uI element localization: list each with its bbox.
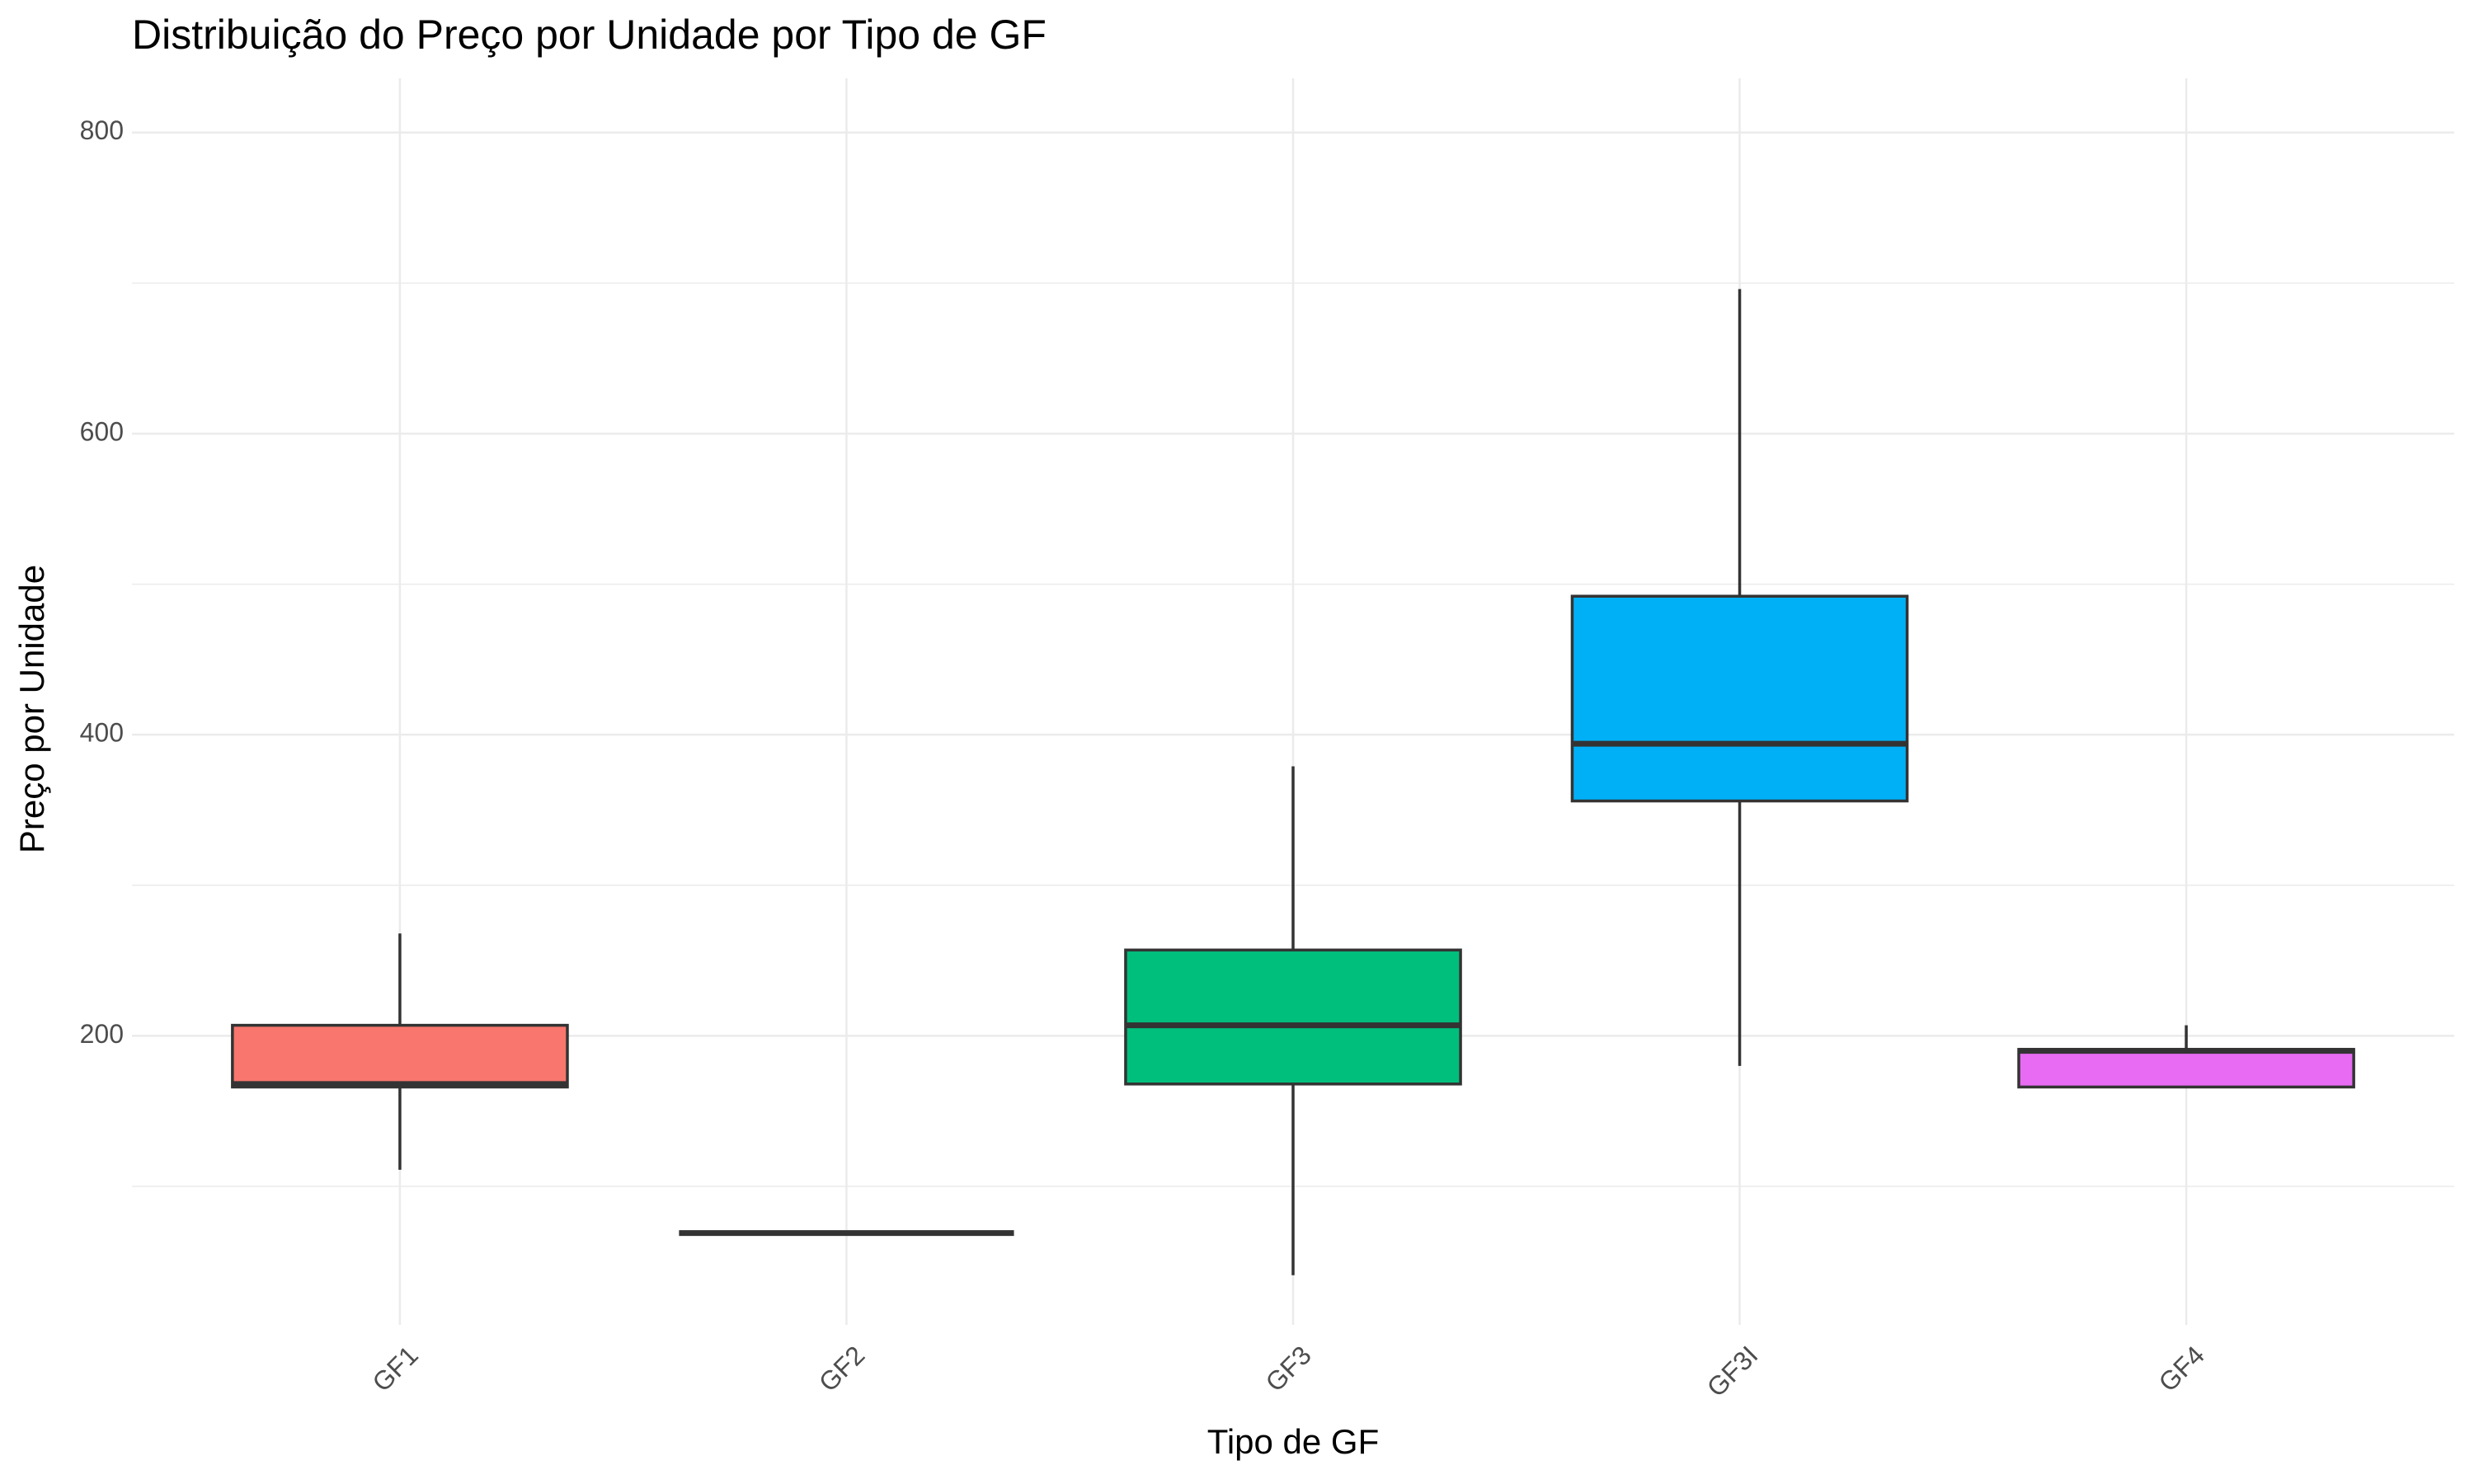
y-axis-title: Preço por Unidade xyxy=(12,565,51,853)
x-tick-label: GF4 xyxy=(2153,1340,2210,1397)
y-tick-label: 400 xyxy=(80,718,124,748)
box xyxy=(1570,594,1909,803)
box xyxy=(1124,948,1462,1086)
y-tick-label: 200 xyxy=(80,1019,124,1049)
x-axis-title: Tipo de GF xyxy=(1207,1422,1380,1461)
box xyxy=(231,1023,569,1089)
y-tick-label: 800 xyxy=(80,115,124,145)
y-tick-label: 600 xyxy=(80,416,124,446)
box xyxy=(2017,1048,2355,1089)
x-tick-label: GF2 xyxy=(813,1340,870,1397)
x-tick-label: GF3 xyxy=(1259,1340,1316,1397)
chart-title: Distribuição do Preço por Unidade por Ti… xyxy=(132,12,1047,58)
x-tick-label: GF3I xyxy=(1701,1340,1764,1402)
x-tick-label: GF1 xyxy=(366,1340,423,1397)
